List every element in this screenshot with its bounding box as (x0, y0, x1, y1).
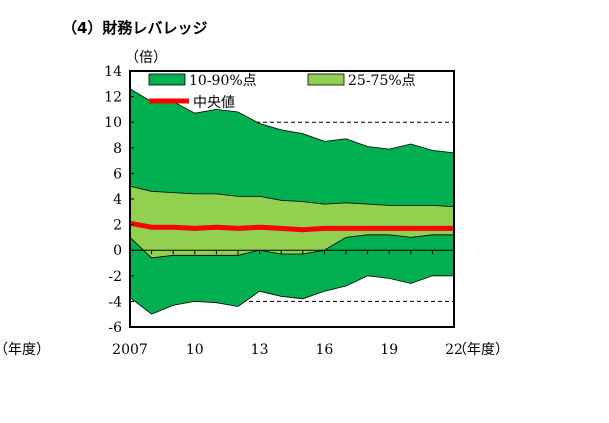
x-tick-label: 19 (380, 342, 398, 358)
plot-area: 14 12 10 8 6 4 2 0 -2 -4 -6 2007 10 13 16 19 22 10-90%点 25… (104, 64, 463, 358)
y-tick-label: 14 (104, 64, 122, 80)
legend-label: 25-75%点 (348, 73, 416, 89)
y-tick-label: -6 (108, 320, 122, 336)
legend-label: 中央値 (193, 95, 235, 111)
y-tick-label: 2 (113, 218, 122, 234)
x-unit-label-left: （年度） (0, 342, 50, 358)
y-tick-label: 4 (113, 192, 122, 208)
x-tick-label: 13 (251, 342, 269, 358)
y-tick-label: 12 (104, 90, 122, 106)
x-tick-label: 16 (315, 342, 333, 358)
x-tick-label: 10 (186, 342, 204, 358)
y-unit-label: （倍） (125, 50, 167, 66)
legend-label: 10-90%点 (189, 73, 257, 89)
y-tick-label: 0 (113, 243, 122, 259)
x-tick-label: 22 (445, 342, 463, 358)
y-tick-label: 8 (113, 141, 122, 157)
legend-swatch (148, 73, 186, 86)
y-tick-label: -2 (108, 269, 122, 285)
chart-title: （4）財務レバレッジ (62, 19, 207, 37)
x-tick-label: 2007 (112, 342, 148, 358)
y-tick-label: 10 (104, 115, 122, 131)
x-unit-label: （年度） (453, 342, 509, 358)
median-line (129, 220, 454, 233)
y-tick-label: 6 (113, 166, 122, 182)
y-tick-label: -4 (108, 294, 122, 310)
legend-swatch (307, 73, 345, 86)
